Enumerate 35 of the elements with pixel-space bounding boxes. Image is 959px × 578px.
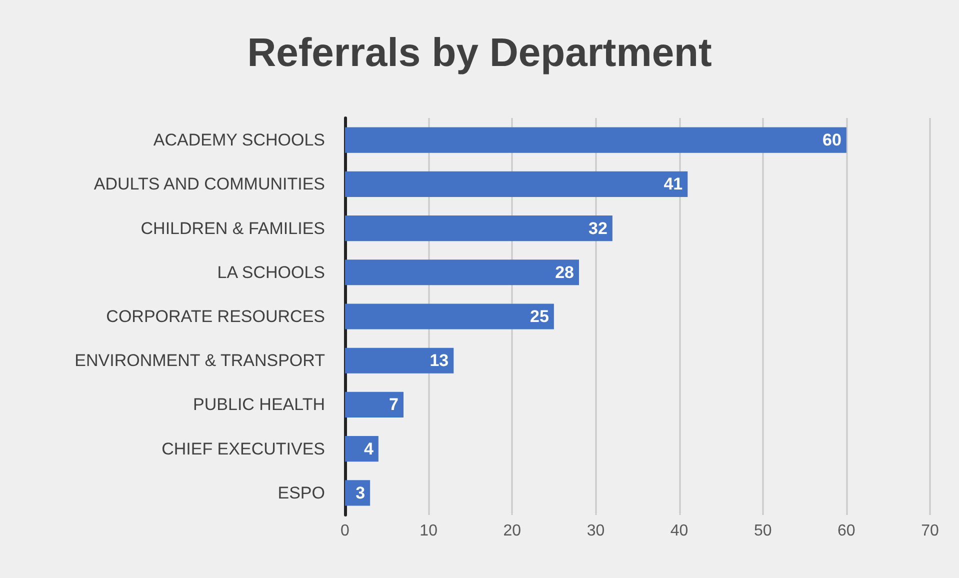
x-tick-label: 40 [670, 522, 688, 540]
data-label: 13 [430, 351, 449, 370]
x-tick-label: 10 [420, 522, 438, 540]
bar [345, 436, 378, 462]
bar [345, 348, 454, 374]
data-label: 7 [389, 395, 398, 414]
bar [345, 392, 404, 418]
y-tick-label: LA SCHOOLS [217, 262, 325, 282]
y-tick-label: PUBLIC HEALTH [193, 395, 325, 414]
y-tick-label: ADULTS AND COMMUNITIES [94, 174, 325, 194]
data-label: 4 [364, 439, 374, 458]
bar [345, 127, 846, 153]
y-tick-label: CORPORATE RESOURCES [106, 307, 325, 326]
x-tick-label: 30 [586, 522, 605, 540]
x-tick-label: 60 [838, 522, 856, 540]
y-tick-label: CHILDREN & FAMILIES [140, 218, 325, 238]
data-label: 41 [664, 174, 683, 194]
chart-title: Referrals by Department [247, 31, 712, 75]
y-tick-label: CHIEF EXECUTIVES [162, 439, 325, 458]
x-tick-label: 0 [340, 522, 350, 540]
bar [345, 260, 579, 286]
data-label: 3 [356, 483, 366, 502]
y-tick-label: ACADEMY SCHOOLS [153, 130, 325, 150]
data-label: 60 [822, 130, 842, 150]
data-label: 25 [530, 307, 549, 326]
x-tick-label: 70 [921, 522, 939, 540]
bar [345, 304, 554, 330]
bar [345, 215, 612, 242]
y-tick-label: ENVIRONMENT & TRANSPORT [74, 351, 325, 370]
data-label: 28 [555, 262, 574, 282]
x-tick-label: 50 [754, 522, 772, 540]
x-tick-label: 20 [503, 522, 522, 540]
bar [345, 171, 688, 197]
data-label: 32 [588, 218, 608, 238]
y-tick-label: ESPO [278, 483, 325, 502]
